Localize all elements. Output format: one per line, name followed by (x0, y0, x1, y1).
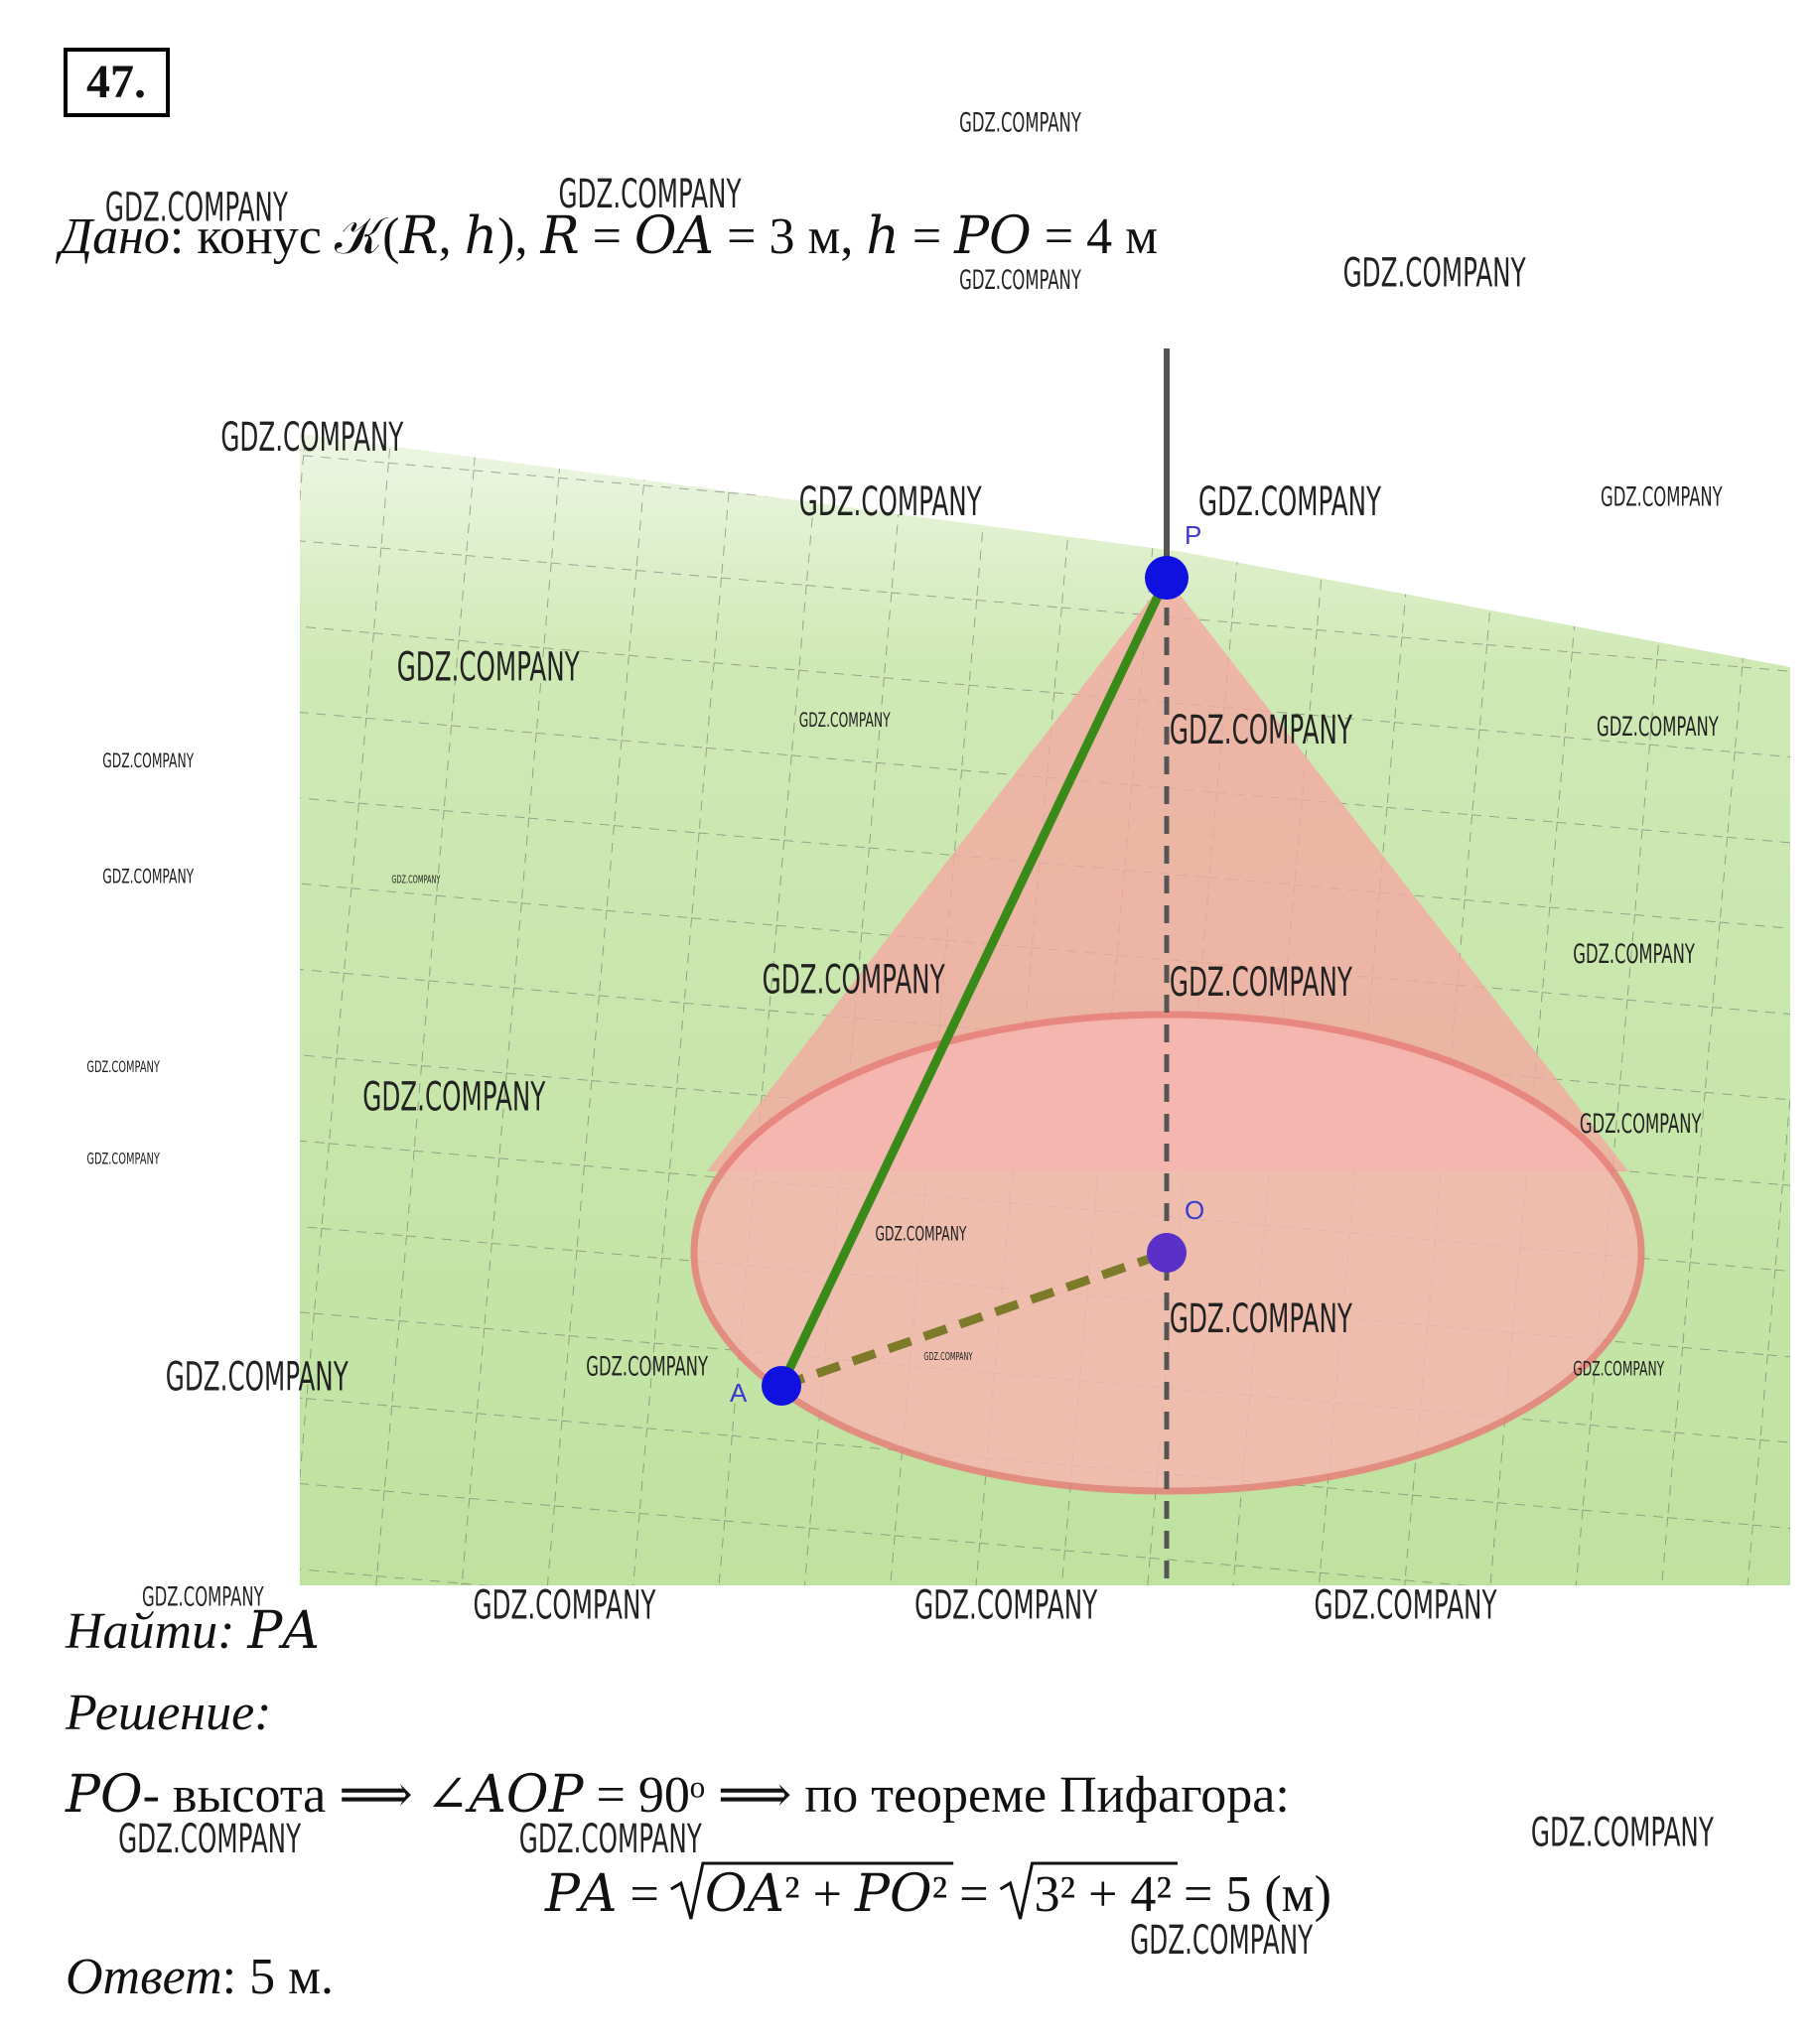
formula-mid: = (959, 1866, 988, 1923)
watermark: GDZ.COMPANY (923, 1351, 972, 1363)
given-label: Дано (55, 208, 170, 265)
figure: P O A (300, 348, 1790, 1585)
sqrt-sign (999, 1861, 1179, 1920)
point-O (1147, 1233, 1187, 1273)
label-O: O (1185, 1195, 1204, 1225)
answer-text: : 5 м. (222, 1949, 334, 2005)
watermark: GDZ.COMPANY (1597, 713, 1719, 743)
watermark: GDZ.COMPANY (1130, 1917, 1314, 1964)
watermark: GDZ.COMPANY (166, 1353, 350, 1400)
watermark: GDZ.COMPANY (1343, 249, 1527, 296)
watermark: GDZ.COMPANY (1315, 1581, 1498, 1628)
watermark: GDZ.COMPANY (220, 414, 404, 461)
watermark: GDZ.COMPANY (875, 1222, 967, 1245)
watermark: GDZ.COMPANY (142, 1582, 264, 1612)
given: Дано: конус 𝒦(𝑅, ℎ), 𝑅 = 𝑂𝐴 = 3 м, ℎ = 𝑃… (55, 208, 1158, 265)
answer-label: Ответ (66, 1949, 222, 2005)
watermark: GDZ.COMPANY (86, 1059, 160, 1077)
solution-line: 𝑃𝑂- высота ⟹ ∠𝐴𝑂𝑃 = 90ᵒ ⟹ по теореме Пиф… (65, 1767, 1290, 1824)
radius-OA (779, 1248, 1169, 1391)
number-box (64, 48, 170, 117)
given-text: : конус 𝒦(𝑅, ℎ), 𝑅 = 𝑂𝐴 = 3 м, ℎ = 𝑃𝑂 = … (170, 208, 1158, 265)
watermark: GDZ.COMPANY (1580, 1110, 1702, 1140)
watermarks: GDZ.COMPANY GDZ.COMPANY GDZ.COMPANY GDZ.COM… (86, 109, 1723, 1964)
watermark: GDZ.COMPANY (1601, 483, 1723, 513)
watermark: GDZ.COMPANY (86, 1151, 160, 1168)
watermark: GDZ.COMPANY (1170, 959, 1353, 1006)
watermark: GDZ.COMPANY (763, 956, 946, 1003)
watermark: GDZ.COMPANY (391, 875, 440, 886)
find-text: : 𝑃𝐴 (217, 1603, 320, 1660)
find-label: Найти (65, 1603, 217, 1660)
answer: Ответ: 5 м. (66, 1949, 334, 2005)
watermark: GDZ.COMPANY (799, 709, 892, 732)
watermark: GDZ.COMPANY (519, 1816, 703, 1862)
point-P (1145, 556, 1189, 600)
label-P: P (1185, 520, 1201, 550)
cone-side (707, 578, 1628, 1171)
formula-root2: 3² + 4² (1035, 1866, 1173, 1923)
watermark: GDZ.COMPANY (473, 1581, 656, 1628)
watermark: GDZ.COMPANY (1531, 1809, 1715, 1855)
watermark: GDZ.COMPANY (102, 749, 195, 772)
problem-number: 47. (86, 56, 146, 108)
watermark: GDZ.COMPANY (1198, 478, 1382, 525)
sqrt-sign (670, 1861, 954, 1920)
watermark: GDZ.COMPANY (1573, 1358, 1665, 1381)
watermark: GDZ.COMPANY (799, 478, 983, 525)
watermark: GDZ.COMPANY (1170, 1295, 1353, 1342)
watermark: GDZ.COMPANY (362, 1073, 546, 1120)
watermark: GDZ.COMPANY (1573, 940, 1695, 970)
watermark: GDZ.COMPANY (1170, 707, 1353, 753)
formula-root1: 𝑂𝐴² + 𝑃𝑂² (705, 1866, 947, 1923)
watermark: GDZ.COMPANY (102, 865, 195, 887)
watermark: GDZ.COMPANY (959, 266, 1081, 296)
watermark: GDZ.COMPANY (586, 1353, 708, 1383)
watermark: GDZ.COMPANY (959, 109, 1081, 139)
formula: 𝑃𝐴 = 𝑂𝐴² + 𝑃𝑂² = 3² + 4² = 5 (м) (544, 1861, 1331, 1923)
watermark: GDZ.COMPANY (558, 171, 742, 217)
label-A: A (730, 1378, 748, 1408)
watermark: GDZ.COMPANY (397, 643, 581, 690)
formula-lhs: 𝑃𝐴 = (544, 1866, 659, 1923)
solution-label: Решение: (65, 1685, 272, 1741)
point-A (762, 1366, 801, 1406)
formula-rhs: = 5 (м) (1184, 1866, 1331, 1923)
slant-PA (776, 576, 1172, 1388)
watermark: GDZ.COMPANY (914, 1581, 1098, 1628)
watermark: GDZ.COMPANY (118, 1816, 302, 1862)
watermark: GDZ.COMPANY (105, 184, 289, 230)
find: Найти: 𝑃𝐴 (65, 1603, 320, 1660)
